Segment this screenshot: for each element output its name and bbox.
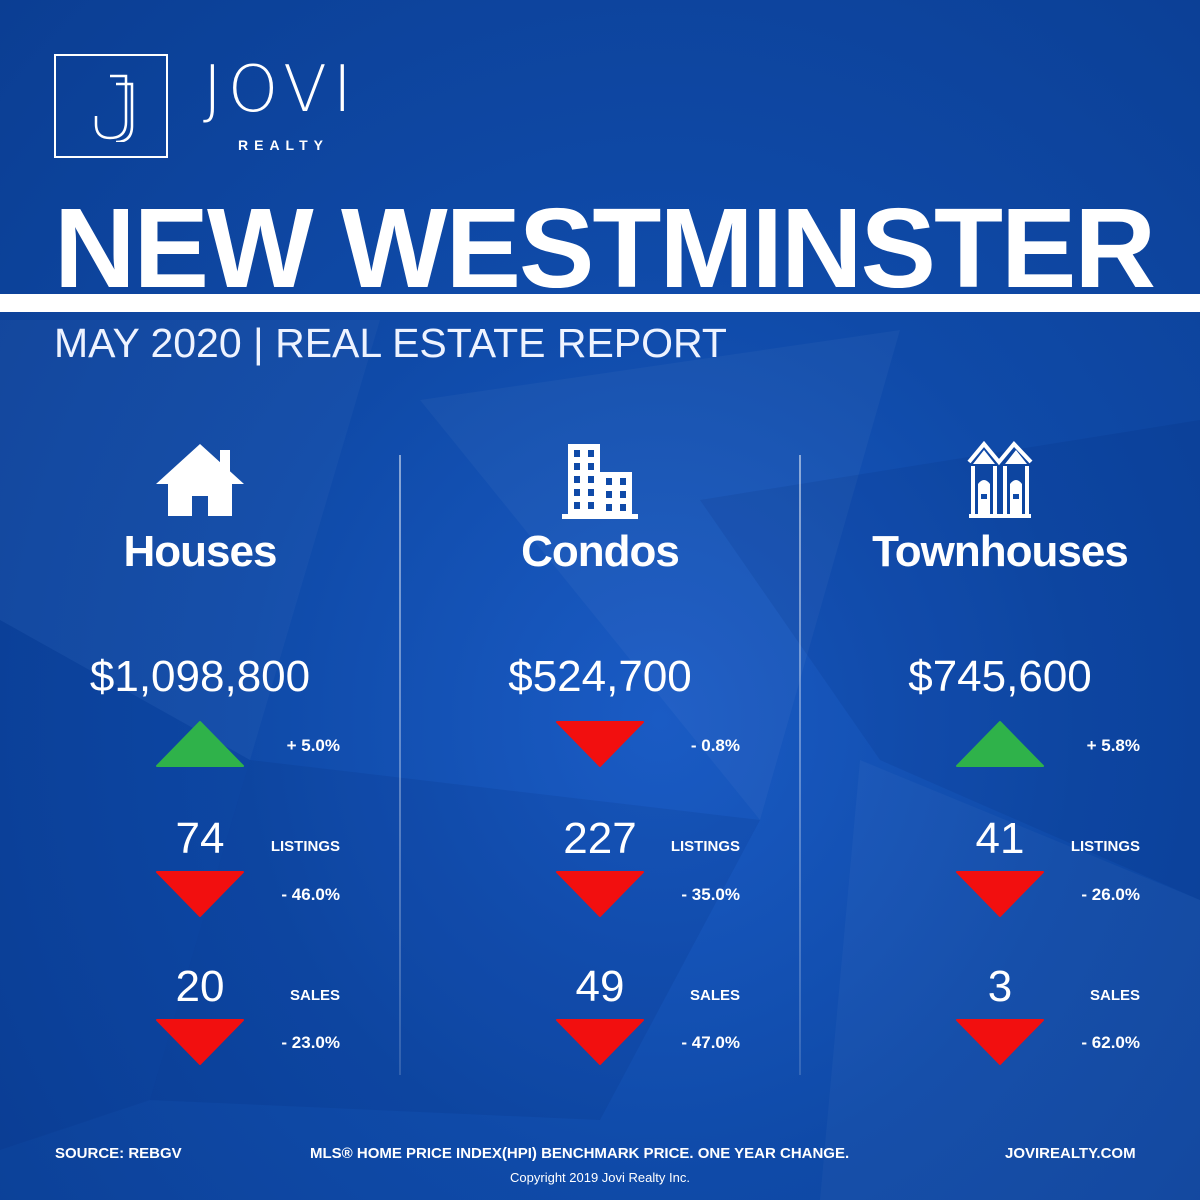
- sales-label: SALES: [289, 987, 340, 1004]
- price-change: - 0.8%: [690, 736, 740, 755]
- listings-label: LISTINGS: [670, 838, 740, 855]
- listings-count: 41: [975, 814, 1025, 863]
- category-title: Townhouses: [872, 527, 1129, 576]
- sales-label: SALES: [689, 987, 740, 1004]
- footer-source: SOURCE: REBGV: [55, 1145, 182, 1162]
- footer-website-link[interactable]: JOVIREALTY.COM: [1005, 1145, 1136, 1162]
- benchmark-price: $745,600: [908, 652, 1092, 701]
- down-arrow-icon: [956, 871, 1044, 917]
- brand-sub: REALTY: [238, 137, 329, 153]
- down-arrow-icon: [156, 1019, 244, 1065]
- column-condos: Condos $524,700 - 0.8% 227 LISTINGS - 35…: [400, 430, 800, 1070]
- column-divider: [399, 455, 401, 1075]
- listings-count: 227: [563, 814, 637, 863]
- logo-box: [54, 54, 168, 158]
- condo-building-icon: [562, 444, 638, 519]
- sales-label: SALES: [1089, 987, 1140, 1004]
- column-townhouses: Townhouses $745,600 + 5.8% 41 LISTINGS -…: [800, 430, 1200, 1070]
- jovi-logo-icon: [94, 74, 134, 142]
- townhouse-icon: [967, 440, 1033, 518]
- listings-count: 74: [175, 814, 225, 863]
- benchmark-price: $1,098,800: [89, 652, 311, 701]
- brand-name: JOVI: [203, 53, 358, 127]
- sales-change: - 47.0%: [681, 1033, 740, 1052]
- down-arrow-icon: [556, 721, 644, 767]
- down-arrow-icon: [156, 871, 244, 917]
- footer-copyright: Copyright 2019 Jovi Realty Inc.: [510, 1170, 690, 1185]
- footer-note: MLS® HOME PRICE INDEX(HPI) BENCHMARK PRI…: [310, 1145, 850, 1162]
- page-title: NEW WESTMINSTER: [54, 185, 1156, 311]
- report-subtitle: MAY 2020 | REAL ESTATE REPORT: [54, 320, 727, 366]
- listings-change: - 26.0%: [1081, 885, 1140, 904]
- column-houses: Houses $1,098,800 + 5.0% 74 LISTINGS - 4…: [0, 430, 400, 1070]
- column-divider: [799, 455, 801, 1075]
- down-arrow-icon: [956, 1019, 1044, 1065]
- listings-label: LISTINGS: [270, 838, 340, 855]
- category-title: Condos: [521, 527, 680, 576]
- listings-change: - 35.0%: [681, 885, 740, 904]
- house-icon: [156, 444, 244, 516]
- price-change: + 5.8%: [1086, 736, 1140, 755]
- sales-count: 3: [987, 962, 1013, 1011]
- sales-count: 20: [175, 962, 225, 1011]
- category-title: Houses: [123, 527, 278, 576]
- title-underline: [0, 294, 1200, 312]
- listings-change: - 46.0%: [281, 885, 340, 904]
- benchmark-price: $524,700: [508, 652, 692, 701]
- sales-change: - 62.0%: [1081, 1033, 1140, 1052]
- up-arrow-icon: [956, 721, 1044, 767]
- down-arrow-icon: [556, 1019, 644, 1065]
- up-arrow-icon: [156, 721, 244, 767]
- sales-change: - 23.0%: [281, 1033, 340, 1052]
- down-arrow-icon: [556, 871, 644, 917]
- price-change: + 5.0%: [286, 736, 340, 755]
- sales-count: 49: [575, 962, 625, 1011]
- listings-label: LISTINGS: [1070, 838, 1140, 855]
